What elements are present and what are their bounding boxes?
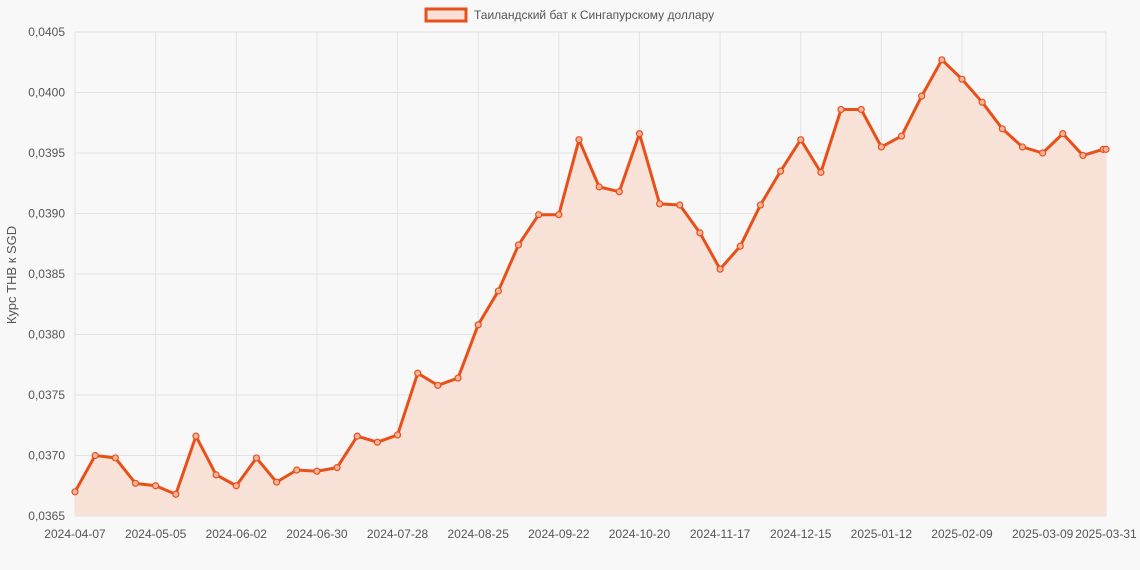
y-axis-title: Курс THB к SGD [4,226,19,324]
data-point[interactable] [676,201,684,209]
series-area [73,58,1106,516]
data-point[interactable] [131,479,140,487]
x-tick-label: 2025-01-12 [851,527,913,541]
data-point[interactable] [716,265,724,273]
x-tick-label: 2024-05-05 [125,527,187,541]
data-point[interactable] [575,136,583,144]
x-tick-label: 2024-12-15 [770,527,832,541]
data-point[interactable] [111,454,119,462]
data-point[interactable] [313,467,321,475]
data-point[interactable] [877,143,885,151]
data-point[interactable] [393,431,402,439]
data-point[interactable] [696,229,704,237]
x-tick-label: 2024-11-17 [690,527,751,541]
data-point[interactable] [172,490,180,498]
x-tick-label: 2024-07-28 [367,527,429,541]
data-point[interactable] [474,321,482,329]
legend-swatch[interactable] [424,7,468,23]
y-tick-label: 0,0400 [28,86,65,100]
data-point[interactable] [91,451,99,460]
data-point[interactable] [71,488,79,496]
data-point[interactable] [212,471,220,479]
x-tick-label: 2024-08-25 [447,527,509,541]
data-point[interactable] [635,130,644,138]
data-point[interactable] [897,132,906,140]
data-point[interactable] [938,56,946,64]
series-points [71,56,1110,498]
x-tick-label: 2025-02-09 [931,527,993,541]
data-point[interactable] [656,200,664,208]
data-point[interactable] [756,201,765,209]
data-point[interactable] [152,482,160,490]
data-point[interactable] [1102,145,1110,153]
data-point[interactable] [817,168,825,176]
data-point[interactable] [958,75,966,83]
x-tick-label: 2025-03-09 [1012,527,1074,541]
data-point[interactable] [776,167,785,175]
data-point[interactable] [414,369,422,377]
data-point[interactable] [1059,130,1067,138]
legend[interactable]: Таиландский бат к Сингапурскому доллару [424,7,714,23]
data-point[interactable] [232,482,240,490]
y-tick-label: 0,0385 [28,267,65,281]
data-point[interactable] [333,464,341,472]
y-tick-label: 0,0380 [28,328,65,342]
y-tick-label: 0,0395 [28,146,65,160]
data-point[interactable] [293,466,301,474]
x-tick-label: 2025-03-31 [1075,527,1137,541]
data-point[interactable] [1079,151,1087,160]
data-point[interactable] [454,374,462,382]
y-tick-label: 0,0365 [28,509,65,523]
data-point[interactable] [555,211,563,219]
data-point[interactable] [857,105,865,114]
x-tick-label: 2024-10-20 [609,527,671,541]
data-point[interactable] [494,287,502,295]
y-tick-label: 0,0370 [28,449,65,463]
data-point[interactable] [514,241,523,249]
series-area-fill [75,59,1106,516]
y-axis-ticks: 0,0365 0,0370 0,0375 0,0380 0,0385 0,0390 0,03… [28,25,65,523]
data-point[interactable] [373,438,381,446]
data-point[interactable] [272,478,281,486]
data-point[interactable] [797,136,805,144]
x-tick-label: 2024-09-22 [528,527,590,541]
data-point[interactable] [615,188,623,196]
data-point[interactable] [535,211,543,219]
x-axis-ticks: 2024-04-07 2024-05-05 2024-06-02 2024-06-30… [44,527,1137,541]
x-tick-label: 2024-04-07 [44,527,106,541]
data-point[interactable] [192,432,200,440]
y-tick-label: 0,0375 [28,388,65,402]
y-tick-label: 0,0405 [28,25,65,39]
data-point[interactable] [434,381,442,389]
data-point[interactable] [978,98,986,106]
legend-label[interactable]: Таиландский бат к Сингапурскому доллару [474,8,714,22]
y-tick-label: 0,0390 [28,207,65,221]
data-point[interactable] [1018,143,1027,151]
data-point[interactable] [918,92,926,100]
x-tick-label: 2024-06-30 [286,527,348,541]
data-point[interactable] [837,105,845,114]
data-point[interactable] [736,242,744,250]
data-point[interactable] [595,183,603,191]
data-point[interactable] [252,454,261,462]
data-point[interactable] [1039,149,1047,157]
data-point[interactable] [353,432,361,440]
x-tick-label: 2024-06-02 [206,527,268,541]
data-point[interactable] [998,125,1006,133]
